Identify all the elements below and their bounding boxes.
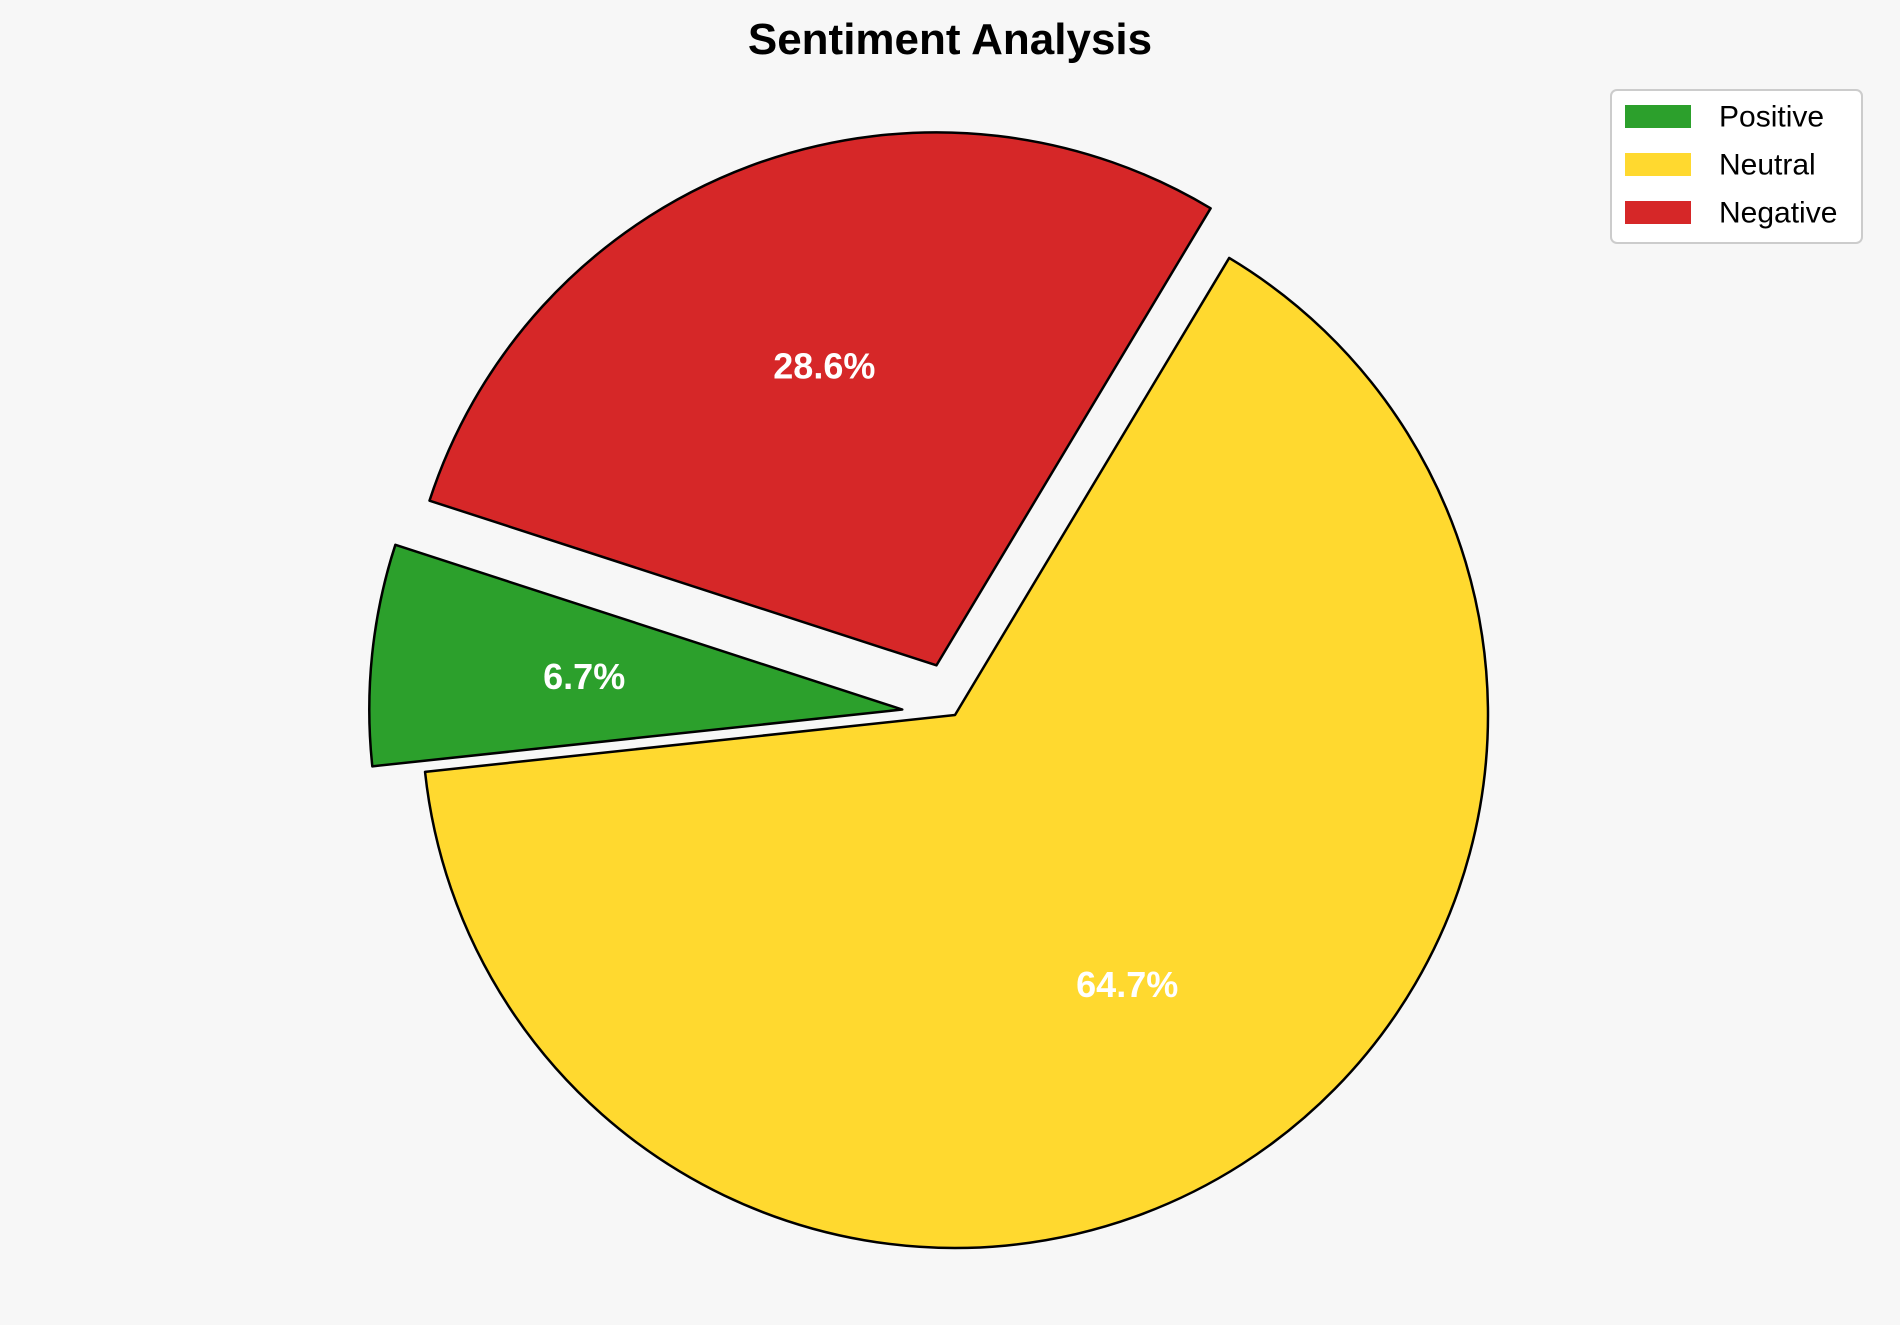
pie-slice-neutral: [423, 256, 1490, 1250]
legend-swatch-negative: [1625, 201, 1691, 224]
pie-slices: [368, 131, 1490, 1250]
legend-label-negative: Negative: [1719, 197, 1837, 230]
legend: Positive Neutral Negative: [1610, 89, 1863, 244]
slice-label-negative: 28.6%: [773, 345, 875, 386]
slice-label-neutral: 64.7%: [1076, 964, 1178, 1005]
legend-swatch-positive: [1625, 105, 1691, 128]
legend-items: Positive Neutral Negative: [1625, 101, 1837, 230]
pie-slice-positive: [368, 543, 904, 768]
legend-swatch-neutral: [1625, 153, 1691, 176]
chart-title: Sentiment Analysis: [748, 15, 1152, 64]
slice-labels: 6.7% 64.7% 28.6%: [543, 345, 1178, 1005]
slice-label-positive: 6.7%: [543, 656, 625, 697]
legend-label-neutral: Neutral: [1719, 149, 1816, 182]
pie-slice-negative: [428, 131, 1212, 667]
legend-label-positive: Positive: [1719, 101, 1824, 134]
